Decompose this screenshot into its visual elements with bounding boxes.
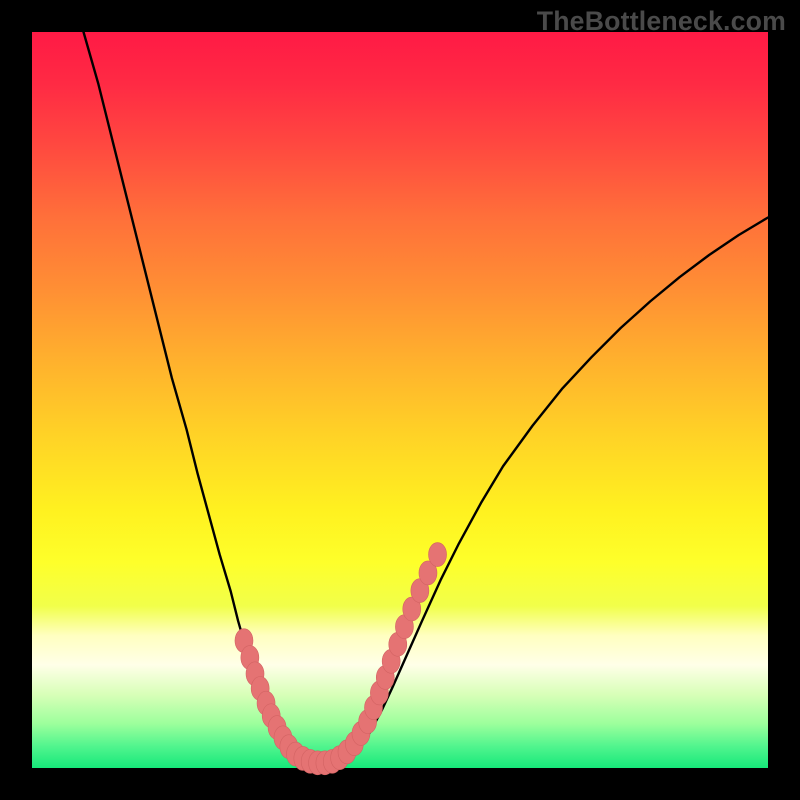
watermark-text: TheBottleneck.com xyxy=(537,6,786,37)
data-dot xyxy=(429,543,447,567)
chart-svg xyxy=(0,0,800,800)
chart-frame: TheBottleneck.com xyxy=(0,0,800,800)
